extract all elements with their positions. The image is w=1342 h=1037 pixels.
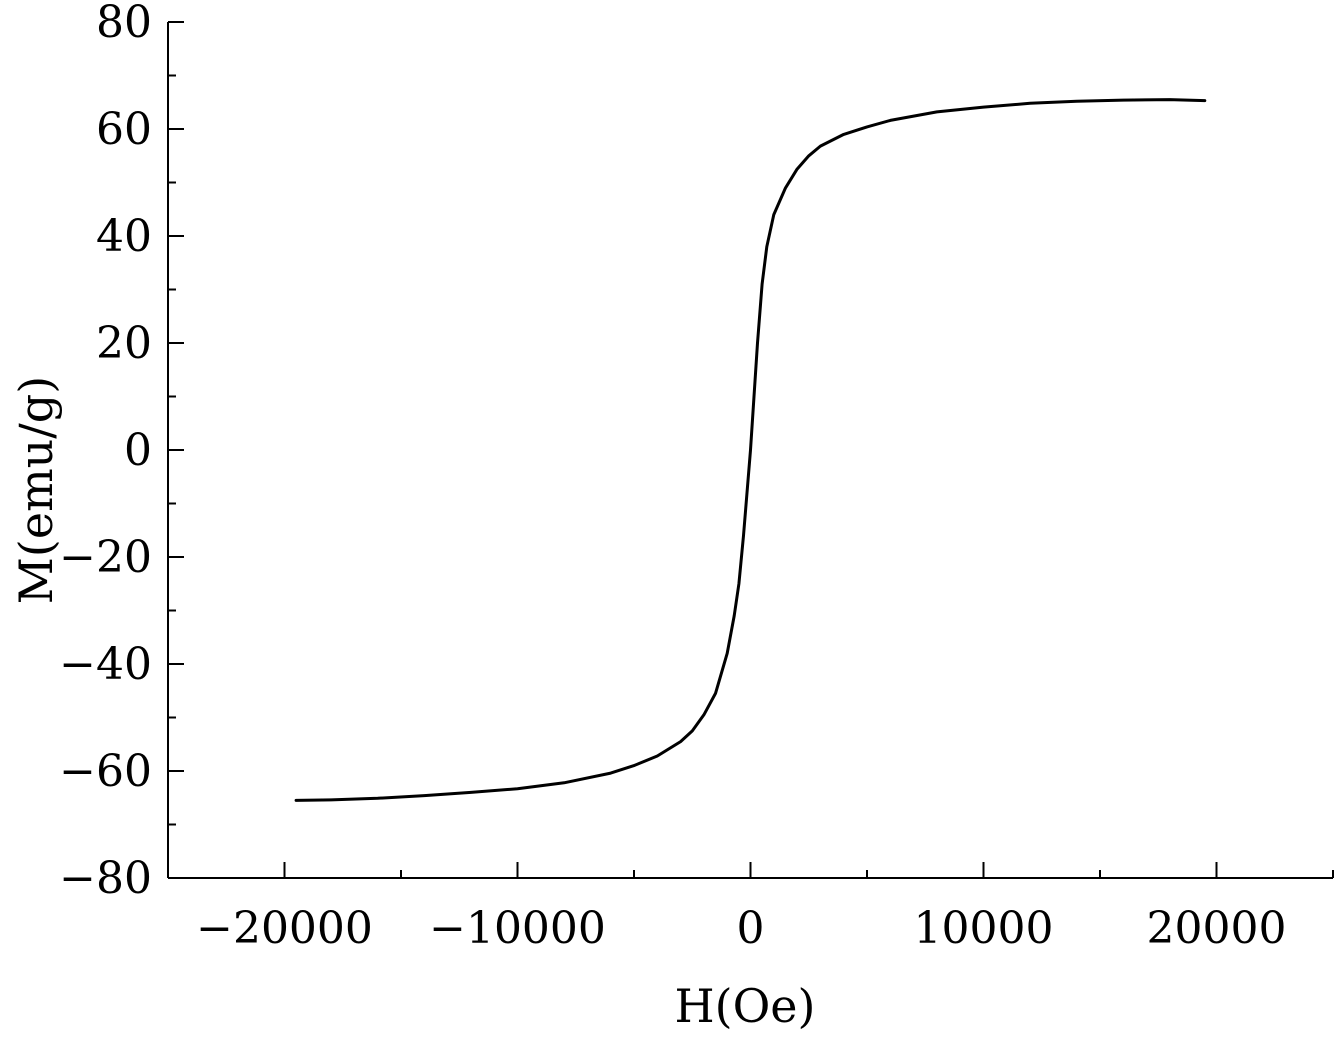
x-axis-title: H(Oe) [675,979,816,1033]
x-tick-label: −10000 [429,903,606,954]
y-tick-label: 60 [96,104,152,155]
y-tick-label: 40 [96,211,152,262]
y-axis-title: M(emu/g) [9,376,63,604]
y-tick-label: −60 [59,746,152,797]
y-tick-label: −40 [59,639,152,690]
y-tick-label: 0 [124,425,152,476]
x-tick-label: 0 [737,903,765,954]
x-tick-label: 10000 [914,903,1054,954]
y-tick-label: 20 [96,318,152,369]
x-tick-label: −20000 [196,903,373,954]
x-tick-label: 20000 [1147,903,1287,954]
y-tick-label: −80 [59,853,152,904]
plot-series [294,98,1207,802]
y-tick-label: 80 [96,0,152,48]
y-tick-label: −20 [59,532,152,583]
magnetization-curve [294,98,1207,802]
tick-labels: −20000 −10000 0 10000 20000 −80 −60 −40 −20 0 20 40… [59,0,1286,954]
ticks [167,21,1334,879]
